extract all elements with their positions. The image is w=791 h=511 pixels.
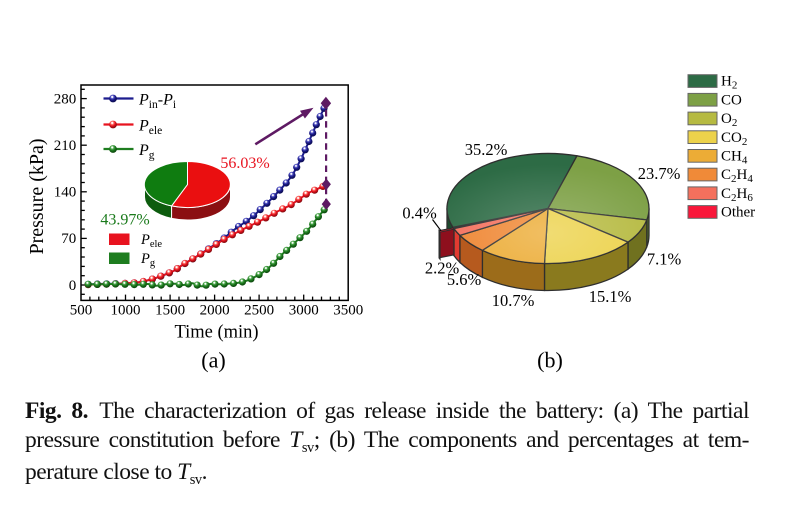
svg-text:5.6%: 5.6% (447, 270, 482, 289)
svg-text:23.7%: 23.7% (638, 164, 681, 183)
svg-text:CH4: CH4 (721, 149, 748, 167)
svg-text:Time (min): Time (min) (174, 323, 258, 343)
svg-text:3000: 3000 (289, 303, 319, 319)
svg-text:0: 0 (69, 278, 77, 294)
svg-text:0.4%: 0.4% (402, 204, 437, 223)
svg-text:500: 500 (70, 303, 93, 319)
svg-text:(a): (a) (201, 347, 225, 372)
svg-text:56.03%: 56.03% (220, 155, 269, 172)
svg-text:CO: CO (721, 92, 742, 108)
svg-text:140: 140 (54, 185, 77, 201)
svg-text:C2H4: C2H4 (721, 167, 753, 185)
svg-text:15.1%: 15.1% (589, 287, 632, 306)
svg-text:(b): (b) (537, 347, 563, 372)
svg-text:43.97%: 43.97% (100, 212, 149, 229)
svg-text:Pele: Pele (138, 118, 162, 138)
svg-text:10.7%: 10.7% (492, 291, 535, 310)
svg-text:2500: 2500 (244, 303, 274, 319)
svg-text:Pele: Pele (140, 232, 162, 250)
svg-text:3500: 3500 (333, 303, 363, 319)
svg-text:CO2: CO2 (721, 130, 747, 148)
svg-text:7.1%: 7.1% (647, 250, 682, 269)
svg-text:1500: 1500 (155, 303, 185, 319)
svg-text:Pressure (kPa): Pressure (kPa) (26, 138, 48, 254)
svg-text:C2H6: C2H6 (721, 186, 753, 204)
svg-text:Pg: Pg (140, 251, 156, 269)
svg-text:1000: 1000 (111, 303, 141, 319)
svg-text:35.2%: 35.2% (465, 140, 508, 159)
svg-text:2.2%: 2.2% (425, 259, 460, 278)
svg-text:H2: H2 (721, 74, 737, 92)
svg-text:O2: O2 (721, 111, 737, 129)
svg-text:2000: 2000 (200, 303, 230, 319)
svg-text:Pin-Pi: Pin-Pi (138, 92, 176, 112)
svg-text:70: 70 (61, 231, 76, 247)
svg-text:Other: Other (721, 205, 755, 221)
svg-text:210: 210 (54, 138, 77, 154)
svg-text:Pg: Pg (138, 142, 155, 162)
svg-text:280: 280 (54, 91, 77, 107)
